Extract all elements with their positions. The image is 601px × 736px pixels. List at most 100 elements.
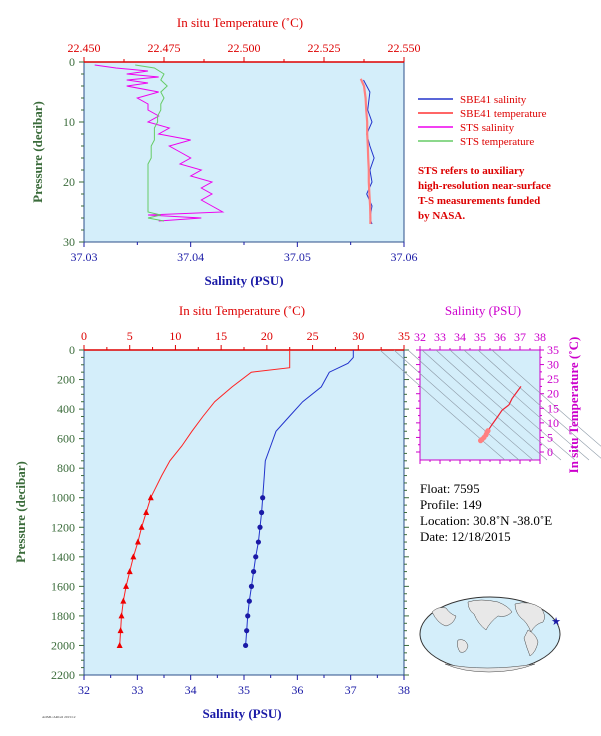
top-tick-label: 30: [352, 329, 364, 343]
top-tick-label: 5: [127, 329, 133, 343]
bottom-tick-label: 37.06: [391, 250, 418, 264]
bottom-tick-label: 37.04: [177, 250, 204, 264]
ts-right-tick-label: 10: [547, 416, 559, 430]
y-tick-label: 1800: [51, 609, 75, 623]
salinity-marker: [251, 568, 257, 575]
temperature-marker: [118, 612, 125, 619]
note-line: T-S measurements funded: [418, 195, 540, 207]
y-tick-label: 30: [63, 235, 75, 249]
ts-right-tick-label: 20: [547, 387, 559, 401]
ts-top-tick-label: 36: [494, 330, 506, 344]
ts-density-contours: [379, 349, 601, 461]
temperature-marker: [143, 509, 150, 515]
ts-right-tick-label: 0: [547, 445, 553, 459]
ts-density-contour: [393, 349, 520, 461]
salinity-marker: [243, 642, 249, 649]
top-chart: 22.450 22.475 22.500 22.525 22.550 37.03 37.04…: [30, 15, 421, 288]
main-chart-y-axis-label: Pressure (decibar): [13, 461, 28, 563]
bottom-tick-label: 32: [78, 683, 90, 697]
temperature-marker: [126, 568, 133, 575]
y-tick-label: 1400: [51, 550, 75, 564]
bottom-tick-label: 38: [398, 683, 410, 697]
top-tick-label: 22.500: [228, 41, 261, 55]
main-chart-top-axis-label: In situ Temperature (˚C): [179, 303, 305, 318]
ts-right-tick-label: 30: [547, 358, 559, 372]
main-chart-bottom-axis-label: Salinity (PSU): [202, 706, 281, 721]
ts-point: [485, 428, 491, 434]
salinity-marker: [260, 495, 266, 501]
top-chart-bottom-axis-label: Salinity (PSU): [204, 273, 283, 288]
temperature-marker: [134, 538, 141, 545]
ts-density-contour: [449, 349, 576, 461]
ts-right-tick-label: 5: [547, 430, 553, 444]
temperature-profile-line: [119, 350, 291, 646]
ts-top-tick-label: 35: [474, 330, 486, 344]
series-line-sts-salinity: [94, 64, 225, 222]
top-tick-label: 22.525: [308, 41, 341, 55]
ts-top-tick-label: 33: [434, 330, 446, 344]
profile-number: Profile: 149: [420, 497, 482, 512]
map-landmass: [514, 602, 545, 633]
y-tick-label: 800: [57, 461, 75, 475]
top-tick-label: 35: [398, 329, 410, 343]
y-tick-label: 1600: [51, 579, 75, 593]
legend-label-sbe41-salinity: SBE41 salinity: [460, 94, 527, 106]
sts-note: STS refers to auxiliary high-resolution …: [418, 165, 551, 222]
ts-plot-area: [419, 349, 541, 461]
top-series-group: [94, 64, 375, 225]
ts-density-contour: [379, 349, 506, 461]
ts-density-contour: [421, 349, 548, 461]
salinity-marker: [259, 509, 265, 516]
top-chart-top-axis-label: In situ Temperature (˚C): [177, 15, 303, 30]
salinity-marker: [246, 598, 252, 604]
bottom-tick-label: 37.03: [71, 250, 98, 264]
temperature-marker: [123, 582, 130, 589]
map-landmass: [467, 599, 513, 631]
series-line-sbe41-temperature: [359, 78, 372, 224]
float-info: Float: 7595 Profile: 149 Location: 30.8˚…: [420, 481, 552, 544]
ts-right-tick-label: 25: [547, 372, 559, 386]
ts-density-contour: [435, 349, 562, 461]
ts-density-contour: [491, 349, 601, 447]
note-line: by NASA.: [418, 210, 465, 222]
ts-right-tick-label: 35: [547, 343, 559, 357]
top-tick-label: 22.550: [388, 41, 421, 55]
salinity-marker: [248, 583, 255, 589]
top-legend: SBE41 salinity SBE41 temperature STS sal…: [418, 94, 547, 148]
ts-series-group: [478, 386, 522, 444]
ts-top-tick-label: 34: [454, 330, 466, 344]
map-landmass: [523, 629, 539, 657]
bottom-tick-label: 37.05: [284, 250, 311, 264]
ts-density-contour: [477, 349, 601, 459]
salinity-marker: [244, 628, 250, 634]
ts-density-contour: [463, 349, 590, 461]
salinity-marker: [257, 524, 263, 530]
main-series-group: [116, 350, 354, 649]
ts-right-tick-label: 15: [547, 401, 559, 415]
bottom-tick-label: 35: [238, 683, 250, 697]
y-tick-label: 400: [57, 402, 75, 416]
y-tick-label: 600: [57, 432, 75, 446]
top-axis-ticks: 22.450 22.475 22.500 22.525 22.550 37.03 37.04…: [63, 41, 421, 264]
top-tick-label: 25: [307, 329, 319, 343]
top-tick-label: 20: [261, 329, 273, 343]
top-tick-label: 15: [215, 329, 227, 343]
temperature-marker: [130, 553, 137, 560]
main-chart: 0 5 10 15 20 25 30 35 32 33 34 35 36 37 38 0 200 400 600 80…: [13, 303, 410, 721]
date: Date: 12/18/2015: [420, 529, 511, 544]
legend-label-sts-salinity: STS salinity: [460, 122, 515, 134]
ts-right-axis-label: In situ Temperature (˚C): [566, 337, 581, 474]
top-chart-y-axis-label: Pressure (decibar): [30, 101, 45, 203]
top-tick-label: 0: [81, 329, 87, 343]
float-id: Float: 7595: [420, 481, 480, 496]
ts-top-tick-label: 32: [414, 330, 426, 344]
temperature-marker: [147, 494, 154, 501]
y-tick-label: 2200: [51, 668, 75, 682]
note-line: STS refers to auxiliary: [418, 165, 525, 177]
y-tick-label: 1200: [51, 520, 75, 534]
salinity-marker: [253, 554, 259, 560]
y-tick-label: 2000: [51, 638, 75, 652]
bottom-tick-label: 36: [291, 683, 303, 697]
